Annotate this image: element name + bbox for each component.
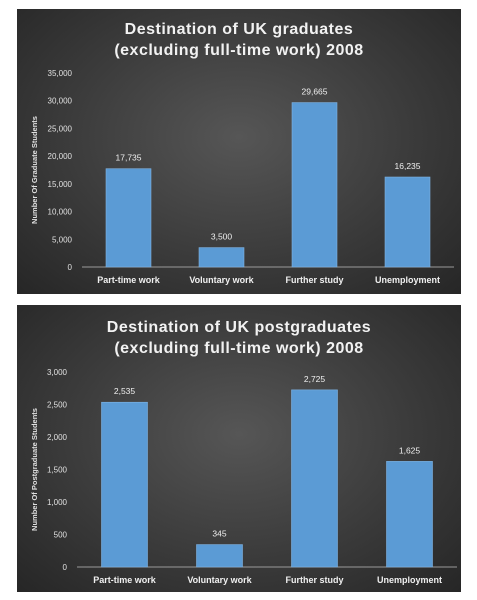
x-tick-label: Unemployment [377,575,442,585]
y-tick-label: 5,000 [52,235,73,244]
y-tick-label: 10,000 [48,208,73,217]
bar-unemployment [386,461,433,568]
chart-title-line1: Destination of UK graduates [124,21,354,38]
data-label: 2,725 [304,374,326,384]
bar-chart-graduates: Number Of Graduate Students 0 5,000 10,000 1… [30,69,454,285]
y-tick-label: 0 [68,263,73,272]
x-tick-label: Further study [285,275,343,285]
y-tick-label: 2,000 [47,433,68,442]
chart-title-line2: (excluding full-time work) 2008 [114,340,364,357]
y-tick-label: 25,000 [48,124,73,133]
data-label: 29,665 [302,87,328,97]
chart-title-line2: (excluding full-time work) 2008 [114,42,364,59]
y-tick-label: 15,000 [48,180,73,189]
chart-panel-graduates: Destination of UK graduates (excluding f… [17,9,461,294]
y-tick-label: 1,500 [47,466,68,475]
y-tick-label: 0 [63,563,68,572]
bar-chart-postgraduates: Number Of Postgraduate Students 0 500 1,000… [30,368,457,585]
y-tick-label: 35,000 [48,69,73,78]
y-tick-label: 30,000 [48,97,73,106]
chart-title: Destination of UK graduates (excluding f… [17,19,461,61]
y-tick-label: 20,000 [48,152,73,161]
bar-further-study [291,389,338,568]
y-axis-label: Number Of Postgraduate Students [30,408,39,531]
bar-part-time-work [105,168,152,268]
x-tick-label: Voluntary work [187,575,252,585]
bar-part-time-work [101,401,148,568]
x-tick-label: Voluntary work [189,275,254,285]
x-tick-label: Unemployment [375,275,440,285]
x-tick-label: Part-time work [97,275,161,285]
bar-voluntary-work [198,247,245,268]
data-label: 16,235 [395,161,421,171]
chart-title-line1: Destination of UK postgraduates [106,319,372,336]
data-label: 1,625 [399,445,421,455]
chart-panel-postgraduates: Destination of UK postgraduates (excludi… [17,305,461,592]
bar-voluntary-work [196,544,243,568]
x-tick-label: Part-time work [93,575,157,585]
data-label: 345 [212,529,226,539]
chart-title: Destination of UK postgraduates (excludi… [17,317,461,359]
y-tick-label: 500 [54,531,68,540]
data-label: 2,535 [114,386,136,396]
bar-unemployment [384,176,431,268]
data-label: 17,735 [116,153,142,163]
y-axis-label: Number Of Graduate Students [30,116,39,224]
y-tick-label: 2,500 [47,401,68,410]
bar-further-study [291,102,338,268]
x-tick-label: Further study [285,575,343,585]
data-label: 3,500 [211,232,233,242]
y-tick-label: 3,000 [47,368,68,377]
y-tick-label: 1,000 [47,498,68,507]
